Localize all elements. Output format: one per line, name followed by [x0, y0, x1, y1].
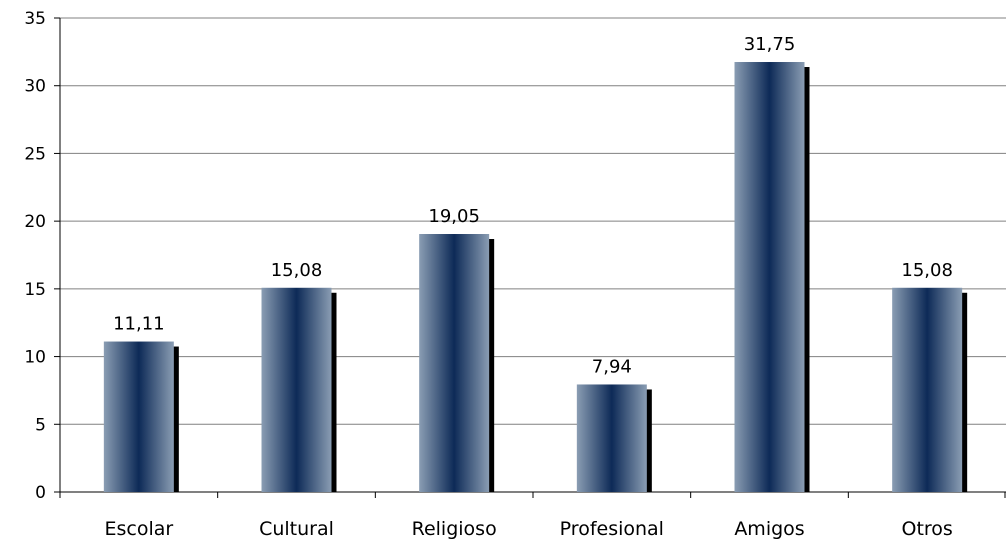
y-tick-label: 20	[24, 212, 46, 232]
labels: 0 5 10 15 20 25 30 35 11,11 Escolar 15,08 Cultural 1…	[24, 9, 953, 540]
bar	[892, 287, 963, 492]
axes	[54, 17, 1006, 498]
category-label: Religioso	[412, 518, 497, 540]
bar	[103, 341, 174, 492]
y-tick-label: 25	[24, 144, 46, 164]
y-tick-label: 5	[35, 415, 46, 435]
bar	[734, 62, 805, 493]
bars	[103, 62, 968, 493]
bar	[576, 384, 647, 492]
data-label: 19,05	[428, 206, 480, 227]
data-label: 15,08	[901, 260, 953, 281]
y-tick-label: 0	[35, 483, 46, 503]
category-label: Otros	[902, 518, 953, 540]
data-label: 15,08	[271, 260, 323, 281]
category-label: Profesional	[560, 518, 664, 540]
y-tick-label: 30	[24, 77, 46, 97]
y-tick-label: 15	[24, 280, 46, 300]
data-label: 31,75	[744, 34, 796, 55]
data-label: 11,11	[113, 314, 165, 335]
data-label: 7,94	[592, 356, 632, 377]
bar	[261, 287, 332, 492]
y-tick-label: 10	[24, 348, 46, 368]
gridlines	[60, 17, 1006, 425]
category-label: Cultural	[259, 518, 334, 540]
y-tick-label: 35	[24, 9, 46, 29]
category-label: Escolar	[104, 518, 173, 540]
category-label: Amigos	[734, 518, 804, 540]
bar	[419, 234, 490, 492]
